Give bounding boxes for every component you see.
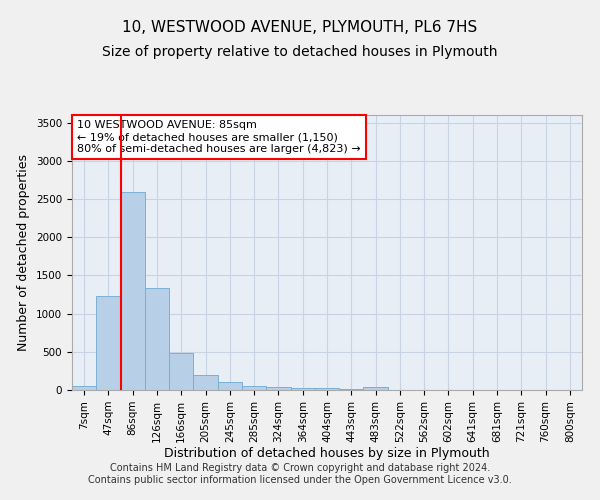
- Bar: [339, 389, 364, 390]
- Bar: [315, 388, 339, 390]
- X-axis label: Distribution of detached houses by size in Plymouth: Distribution of detached houses by size …: [164, 448, 490, 460]
- Bar: [169, 352, 193, 390]
- Bar: [266, 388, 290, 390]
- Text: Contains HM Land Registry data © Crown copyright and database right 2024.
Contai: Contains HM Land Registry data © Crown c…: [88, 464, 512, 485]
- Bar: [290, 388, 315, 390]
- Text: Size of property relative to detached houses in Plymouth: Size of property relative to detached ho…: [102, 45, 498, 59]
- Bar: [364, 388, 388, 390]
- Bar: [193, 376, 218, 390]
- Bar: [72, 386, 96, 390]
- Y-axis label: Number of detached properties: Number of detached properties: [17, 154, 31, 351]
- Bar: [121, 192, 145, 390]
- Text: 10, WESTWOOD AVENUE, PLYMOUTH, PL6 7HS: 10, WESTWOOD AVENUE, PLYMOUTH, PL6 7HS: [122, 20, 478, 35]
- Bar: [218, 382, 242, 390]
- Bar: [242, 386, 266, 390]
- Bar: [96, 296, 121, 390]
- Text: 10 WESTWOOD AVENUE: 85sqm
← 19% of detached houses are smaller (1,150)
80% of se: 10 WESTWOOD AVENUE: 85sqm ← 19% of detac…: [77, 120, 361, 154]
- Bar: [145, 288, 169, 390]
